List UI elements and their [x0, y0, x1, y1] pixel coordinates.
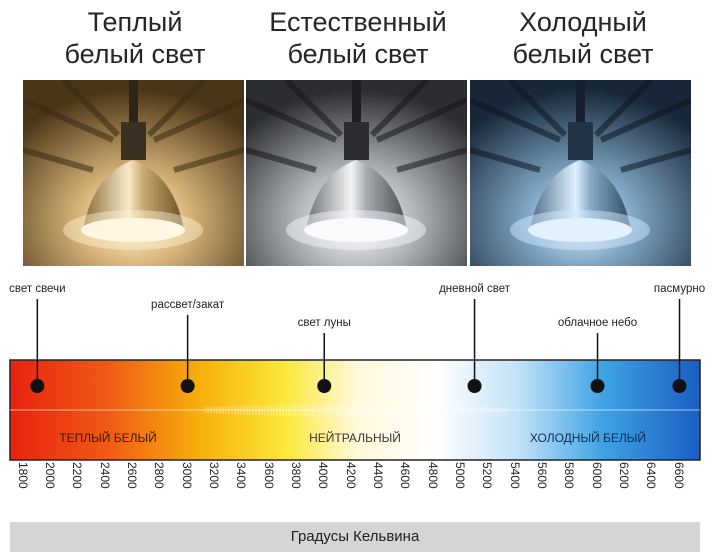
tick-text: 2000	[42, 462, 57, 489]
tick-label: 4000	[314, 462, 334, 520]
tick-text: 4800	[425, 462, 440, 489]
tick-label: 5600	[533, 462, 553, 520]
tick-text: 3400	[234, 462, 249, 489]
axis-caption: Градусы Кельвина	[10, 522, 700, 552]
tick-label: 6000	[588, 462, 608, 520]
title-warm-line1: Теплый	[87, 7, 183, 37]
tick-text: 6600	[671, 462, 686, 489]
band-cold-label: ХОЛОДНЫЙ БЕЛЫЙ	[530, 430, 646, 445]
tick-label: 3000	[178, 462, 198, 520]
tick-label: 2600	[123, 462, 143, 520]
event-dot	[317, 379, 332, 393]
event-label: рассвет/закат	[151, 299, 225, 311]
event-label: пасмурно	[653, 283, 706, 295]
event-label: свет свечи	[9, 283, 66, 295]
tick-label: 3800	[287, 462, 307, 520]
tick-label: 3200	[205, 462, 225, 520]
tick-label: 6400	[642, 462, 662, 520]
title-natural-line1: Естественный	[269, 7, 447, 37]
lamp-photo-warm	[23, 80, 244, 266]
tick-label: 5000	[451, 462, 471, 520]
title-cold-line1: Холодный	[519, 7, 647, 37]
tick-text: 4400	[370, 462, 385, 489]
tick-text: 3000	[179, 462, 194, 489]
title-warm-line2: белый свет	[64, 39, 206, 69]
title-warm: Теплый белый свет	[20, 6, 250, 70]
kelvin-tick-labels: 1800 2000 2200 2400 2600 2800 3000 3200 3400 3600…	[10, 460, 700, 522]
tick-label: 5400	[506, 462, 526, 520]
lamp-photo-natural	[246, 80, 467, 266]
event-dot	[590, 379, 605, 393]
tick-label: 2800	[150, 462, 170, 520]
tick-text: 5600	[534, 462, 549, 489]
tick-label: 2200	[68, 462, 88, 520]
tick-label: 6200	[615, 462, 635, 520]
tick-text: 3600	[261, 462, 276, 489]
event-dot	[30, 379, 45, 393]
title-natural: Естественный белый свет	[243, 6, 473, 70]
tick-text: 4200	[343, 462, 358, 489]
tick-text: 5000	[452, 462, 467, 489]
event-label: свет луны	[297, 317, 351, 329]
title-natural-line2: белый свет	[287, 39, 429, 69]
band-neutral-label: НЕЙТРАЛЬНЫЙ	[309, 430, 401, 445]
tick-label: 4600	[396, 462, 416, 520]
tick-label: 4800	[424, 462, 444, 520]
tick-text: 3800	[288, 462, 303, 489]
tick-label: 5200	[478, 462, 498, 520]
tick-text: 6200	[616, 462, 631, 489]
tick-label: 4400	[369, 462, 389, 520]
event-label: дневной свет	[439, 283, 511, 295]
tick-text: 6400	[644, 462, 659, 489]
tick-text: 2600	[124, 462, 139, 489]
event-label: облачное небо	[557, 317, 638, 329]
tick-text: 2200	[70, 462, 85, 489]
event-dot	[180, 379, 195, 393]
tick-text: 6000	[589, 462, 604, 489]
tick-text: 2400	[97, 462, 112, 489]
lamp-photo-cold	[470, 80, 691, 266]
event-dot	[672, 379, 687, 393]
title-cold: Холодный белый свет	[468, 6, 698, 70]
event-dot	[467, 379, 482, 393]
tick-label: 3400	[232, 462, 252, 520]
gradient-hatching	[204, 402, 509, 418]
tick-label: 6600	[670, 462, 690, 520]
tick-label: 2400	[96, 462, 116, 520]
tick-text: 1800	[15, 462, 30, 489]
tick-label: 3600	[260, 462, 280, 520]
tick-text: 5400	[507, 462, 522, 489]
tick-label: 5800	[560, 462, 580, 520]
title-cold-line2: белый свет	[512, 39, 654, 69]
tick-text: 3200	[206, 462, 221, 489]
tick-label: 1800	[14, 462, 34, 520]
band-warm-label: ТЕПЛЫЙ БЕЛЫЙ	[59, 430, 156, 445]
tick-label: 4200	[342, 462, 362, 520]
tick-text: 5800	[562, 462, 577, 489]
tick-label: 2000	[41, 462, 61, 520]
tick-text: 2800	[152, 462, 167, 489]
event-markers	[30, 299, 687, 393]
tick-text: 4600	[398, 462, 413, 489]
tick-text: 5200	[480, 462, 495, 489]
tick-text: 4000	[316, 462, 331, 489]
kelvin-gradient-scale: ТЕПЛЫЙ БЕЛЫЙ НЕЙТРАЛЬНЫЙ ХОЛОДНЫЙ БЕЛЫЙ	[9, 299, 701, 461]
